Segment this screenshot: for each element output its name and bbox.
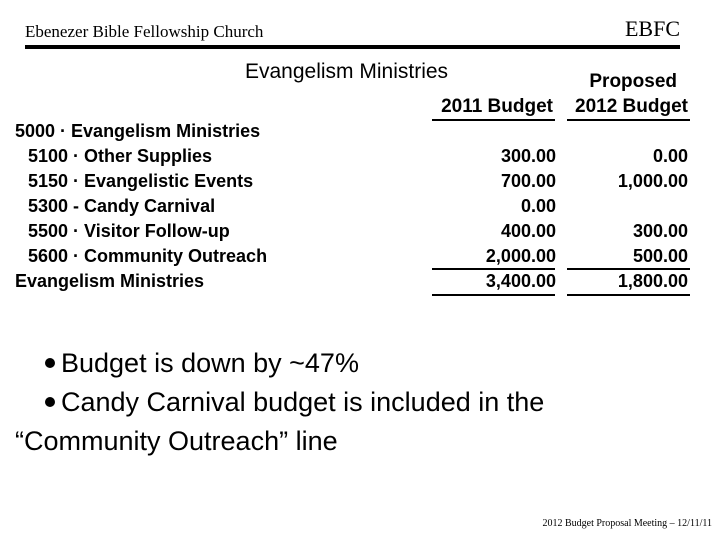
table-row: 5100 · Other Supplies 300.00 0.00 bbox=[0, 146, 720, 171]
row-value-2011: 400.00 bbox=[500, 221, 556, 241]
row-value-2011: 700.00 bbox=[500, 171, 556, 191]
table-total-row: Evangelism Ministries 3,400.00 1,800.00 bbox=[0, 271, 720, 296]
bullet-item: Budget is down by ~47% bbox=[45, 344, 685, 383]
row-value-2012: 1,000.00 bbox=[617, 171, 688, 191]
bottom-rule-2012 bbox=[567, 294, 690, 296]
footer-meeting-date: 2012 Budget Proposal Meeting – 12/11/11 bbox=[542, 518, 712, 529]
row-value-2011: 0.00 bbox=[520, 196, 556, 216]
table-row: 5600 · Community Outreach 2,000.00 500.0… bbox=[0, 246, 720, 271]
bullet-dot-icon bbox=[45, 357, 55, 368]
row-label: 5500 · Visitor Follow-up bbox=[28, 221, 230, 241]
row-label: 5150 · Evangelistic Events bbox=[28, 171, 254, 191]
bullet-dot-icon bbox=[45, 396, 55, 407]
column-header-2011-budget: 2011 Budget bbox=[441, 96, 553, 117]
row-label: Evangelism Ministries bbox=[15, 271, 205, 291]
table-row: 5300 - Candy Carnival 0.00 bbox=[0, 196, 720, 221]
header-divider bbox=[25, 45, 680, 49]
bullet-list: Budget is down by ~47% Candy Carnival bu… bbox=[15, 344, 685, 461]
bullet-text: Candy Carnival budget is included in the… bbox=[15, 387, 545, 456]
row-label: 5100 · Other Supplies bbox=[28, 146, 213, 166]
table-row: 5500 · Visitor Follow-up 400.00 300.00 bbox=[0, 221, 720, 246]
header-underline-2011 bbox=[432, 119, 555, 121]
header-underline-2012 bbox=[567, 119, 690, 121]
bottom-rule-2011 bbox=[432, 294, 555, 296]
table-row: 5150 · Evangelistic Events 700.00 1,000.… bbox=[0, 171, 720, 196]
row-value-2011: 300.00 bbox=[500, 146, 556, 166]
total-rule-2012 bbox=[567, 268, 690, 270]
total-rule-2011 bbox=[432, 268, 555, 270]
row-value-2012: 300.00 bbox=[632, 221, 688, 241]
column-header-2012-budget: 2012 Budget bbox=[575, 96, 688, 117]
table-row: 5000 · Evangelism Ministries bbox=[0, 121, 720, 146]
row-value-2011: 2,000.00 bbox=[485, 246, 556, 266]
row-label: 5600 · Community Outreach bbox=[28, 246, 268, 266]
bullet-text: Budget is down by ~47% bbox=[61, 348, 359, 378]
slide-title: Evangelism Ministries bbox=[245, 60, 449, 83]
row-value-2012: 1,800.00 bbox=[617, 271, 688, 291]
row-label: 5000 · Evangelism Ministries bbox=[15, 121, 261, 141]
row-value-2011: 3,400.00 bbox=[485, 271, 556, 291]
row-value-2012: 500.00 bbox=[632, 246, 688, 266]
bullet-item: Candy Carnival budget is included in the… bbox=[15, 383, 655, 461]
row-label: 5300 - Candy Carnival bbox=[28, 196, 216, 216]
row-value-2012: 0.00 bbox=[652, 146, 688, 166]
church-name: Ebenezer Bible Fellowship Church bbox=[25, 22, 264, 41]
column-header-proposed: Proposed bbox=[589, 71, 677, 92]
church-abbreviation: EBFC bbox=[624, 16, 680, 41]
